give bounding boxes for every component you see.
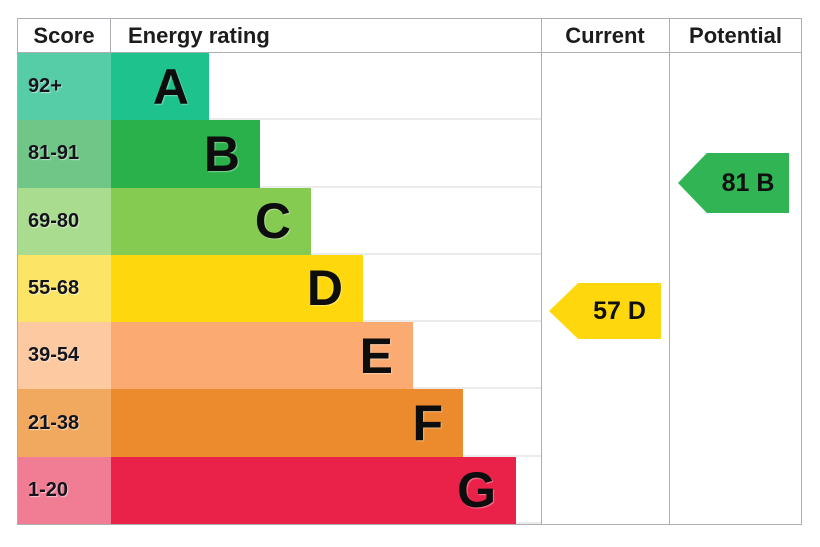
band-row-e: 39-54 E: [18, 322, 541, 390]
rating-letter: A: [152, 58, 189, 115]
band-row-f: 21-38 F: [18, 389, 541, 457]
current-rating-arrow: 57 D: [549, 283, 661, 339]
rating-bar-e: E: [111, 322, 413, 390]
potential-rating-label: 81 B: [721, 168, 775, 197]
score-column-header: Score: [18, 19, 111, 52]
rating-bar-c: C: [111, 187, 311, 255]
score-cell: 69-80: [18, 187, 111, 255]
score-cell: 92+: [18, 53, 111, 121]
potential-rating-arrow: 81 B: [678, 153, 789, 213]
rating-bar-g: G: [111, 456, 516, 524]
score-cell: 55-68: [18, 254, 111, 323]
band-row-c: 69-80 C: [18, 187, 541, 255]
rating-bar-f: F: [111, 389, 463, 457]
current-column-divider: [541, 19, 542, 524]
rating-letter: B: [203, 125, 240, 182]
rating-letter: C: [254, 193, 291, 250]
band-row-b: 81-91 B: [18, 120, 541, 188]
epc-table: Score Energy rating Current Potential 92…: [17, 18, 802, 525]
rating-letter: G: [457, 462, 496, 519]
score-cell: 81-91: [18, 120, 111, 188]
score-cell: 21-38: [18, 389, 111, 457]
table-header: Score Energy rating Current Potential: [18, 19, 801, 53]
rating-letter: F: [412, 395, 443, 452]
rating-bands: 92+ A 81-91 B 69-80 C 55-68 D 39-54 E 21…: [18, 53, 541, 524]
band-row-g: 1-20 G: [18, 456, 541, 524]
rating-letter: E: [359, 327, 393, 384]
current-column-header: Current: [565, 22, 645, 48]
current-rating-label: 57 D: [593, 296, 646, 325]
score-cell: 1-20: [18, 456, 111, 524]
energy-rating-column-header: Energy rating: [128, 22, 270, 48]
score-cell: 39-54: [18, 322, 111, 390]
rating-bar-b: B: [111, 120, 260, 188]
potential-column-divider: [669, 19, 670, 524]
potential-column-header: Potential: [689, 22, 782, 48]
band-row-a: 92+ A: [18, 53, 541, 121]
rating-bar-a: A: [111, 53, 209, 121]
band-row-d: 55-68 D: [18, 254, 541, 323]
rating-letter: D: [306, 260, 343, 317]
rating-bar-d: D: [111, 254, 363, 323]
